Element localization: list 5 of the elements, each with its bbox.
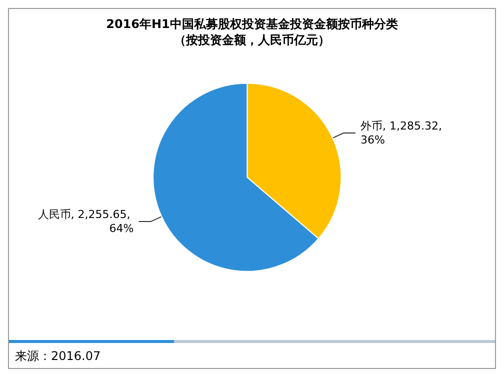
chart-subtitle: （按投资金额，人民币亿元）: [174, 33, 330, 47]
slice-label: 外币, 1,285.32, 36%: [360, 120, 446, 147]
source-note: 来源：2016.07: [15, 349, 101, 363]
chart-title: 2016年H1中国私募股权投资基金投资金额按币种分类: [106, 17, 398, 31]
slice-label: 人民币, 2,255.65, 64%: [38, 208, 134, 236]
